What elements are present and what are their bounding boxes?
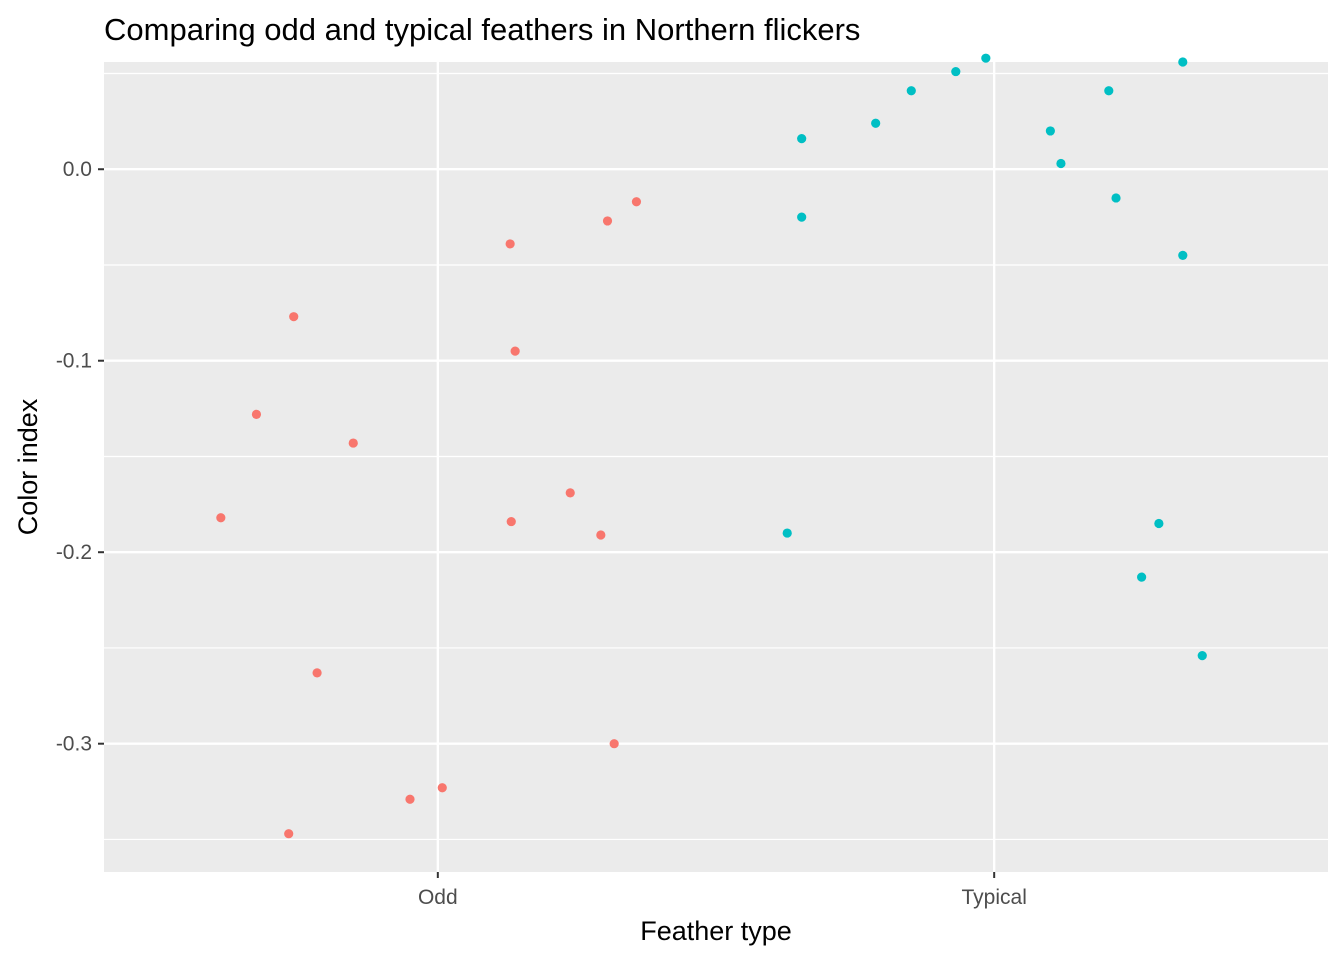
data-point-odd: [631, 197, 642, 207]
plot-panel: [104, 62, 1328, 872]
data-point-typical: [981, 53, 991, 63]
data-point-odd: [251, 409, 262, 419]
minor-gridlines: [104, 72, 1328, 841]
data-point-typical: [1178, 57, 1188, 67]
data-point-typical: [1154, 518, 1164, 529]
data-point-typical: [782, 528, 792, 538]
chart-title: Comparing odd and typical feathers in No…: [104, 12, 860, 47]
y-axis-ticks: 0.0 -0.1 -0.2 -0.3: [56, 158, 104, 756]
data-points: [216, 53, 1207, 839]
data-point-typical: [797, 133, 807, 144]
data-point-odd: [565, 488, 575, 498]
data-point-typical: [951, 66, 961, 77]
data-point-typical: [906, 86, 916, 96]
data-point-odd: [602, 216, 613, 226]
data-point-odd: [312, 668, 322, 678]
data-point-odd: [437, 783, 447, 793]
y-tick-label: -0.3: [56, 733, 92, 756]
y-tick-label: -0.1: [56, 350, 92, 373]
x-tick-label: Typical: [962, 886, 1027, 909]
data-point-odd: [289, 312, 299, 322]
x-axis-title: Feather type: [640, 916, 792, 946]
data-point-typical: [797, 212, 807, 222]
x-tick-label: Odd: [418, 886, 458, 909]
data-point-odd: [405, 794, 415, 804]
data-point-odd: [510, 346, 520, 356]
y-tick-label: -0.2: [56, 541, 92, 564]
data-point-odd: [505, 239, 515, 249]
data-point-typical: [1178, 250, 1188, 261]
data-point-odd: [284, 829, 294, 839]
y-tick-label: 0.0: [63, 158, 92, 181]
data-point-typical: [1104, 86, 1114, 96]
data-point-typical: [1056, 158, 1066, 169]
data-point-typical: [871, 118, 881, 128]
data-point-typical: [1197, 651, 1207, 661]
data-point-typical: [1137, 572, 1147, 582]
data-point-odd: [596, 530, 606, 540]
data-point-typical: [1045, 126, 1055, 136]
data-point-odd: [348, 438, 358, 448]
data-point-odd: [216, 513, 226, 523]
data-point-odd: [506, 516, 516, 527]
y-axis-title: Color index: [13, 398, 43, 535]
major-gridlines: [104, 62, 1328, 872]
data-point-typical: [1111, 193, 1121, 203]
data-point-odd: [609, 739, 619, 749]
x-axis-ticks: Odd Typical: [418, 872, 1027, 909]
